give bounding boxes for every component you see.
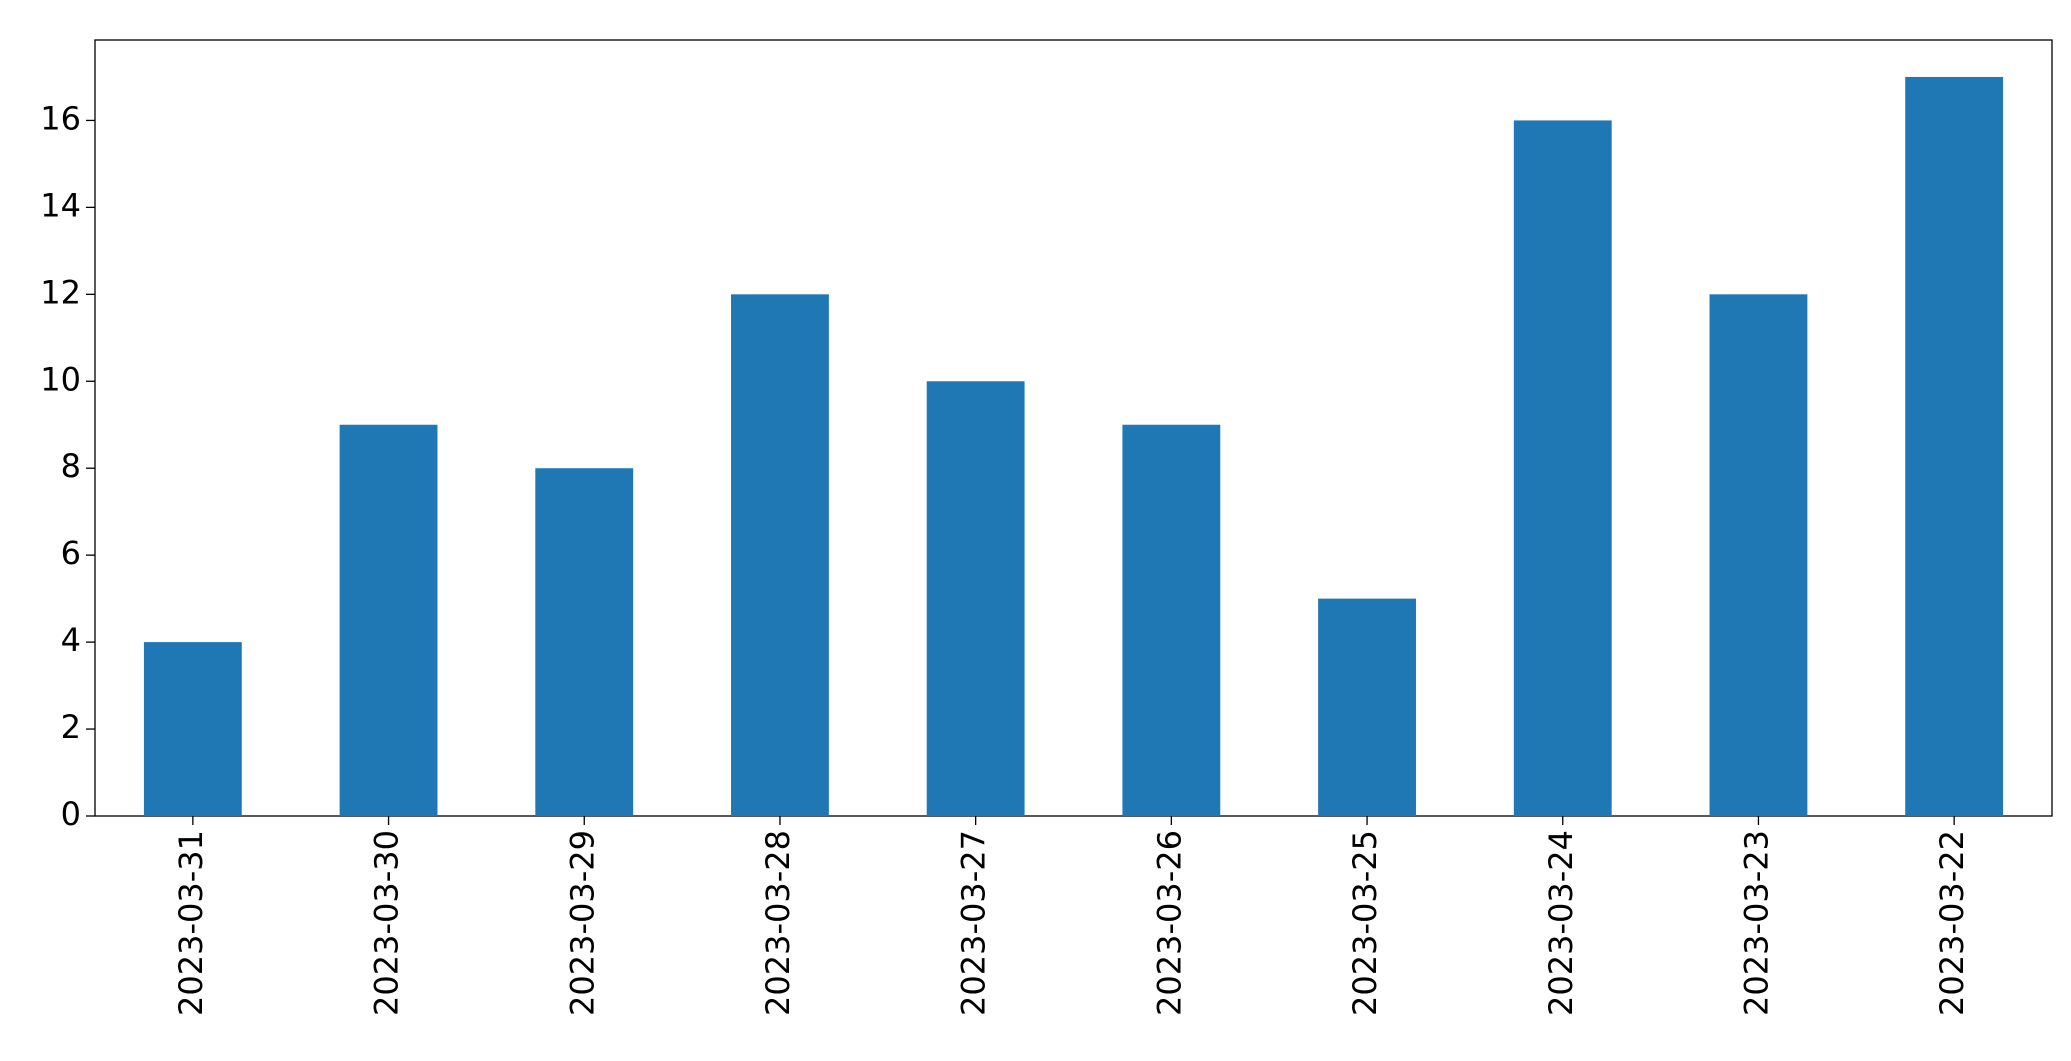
bar — [926, 381, 1025, 816]
bar — [535, 468, 634, 816]
x-tick-label: 2023-03-28 — [759, 830, 797, 1016]
x-tick-label: 2023-03-30 — [368, 830, 406, 1016]
y-tick-label: 8 — [61, 447, 81, 485]
bar — [1709, 294, 1808, 816]
x-tick-label: 2023-03-31 — [172, 830, 210, 1016]
x-tick-label: 2023-03-29 — [563, 830, 601, 1016]
y-tick-label: 12 — [40, 273, 81, 311]
y-tick-label: 14 — [40, 186, 81, 224]
bar — [731, 294, 829, 816]
y-tick-label: 10 — [40, 360, 81, 398]
y-tick-label: 0 — [61, 795, 81, 833]
x-tick-label: 2023-03-23 — [1737, 830, 1775, 1016]
bar — [339, 424, 438, 816]
x-tick-label: 2023-03-26 — [1150, 830, 1188, 1016]
x-tick-label: 2023-03-27 — [955, 830, 993, 1016]
bar — [143, 642, 242, 816]
bar — [1318, 598, 1416, 816]
bar — [1905, 76, 2004, 816]
y-tick-label: 16 — [40, 99, 81, 137]
y-tick-label: 4 — [61, 621, 81, 659]
x-tick-label: 2023-03-24 — [1542, 830, 1580, 1016]
x-tick-label: 2023-03-25 — [1346, 830, 1384, 1016]
x-tick-label: 2023-03-22 — [1933, 830, 1971, 1016]
plot-frame — [94, 39, 2053, 817]
bar — [1513, 120, 1612, 816]
y-tick-label: 2 — [61, 708, 81, 746]
bar — [1122, 424, 1221, 816]
y-tick-label: 6 — [61, 534, 81, 572]
